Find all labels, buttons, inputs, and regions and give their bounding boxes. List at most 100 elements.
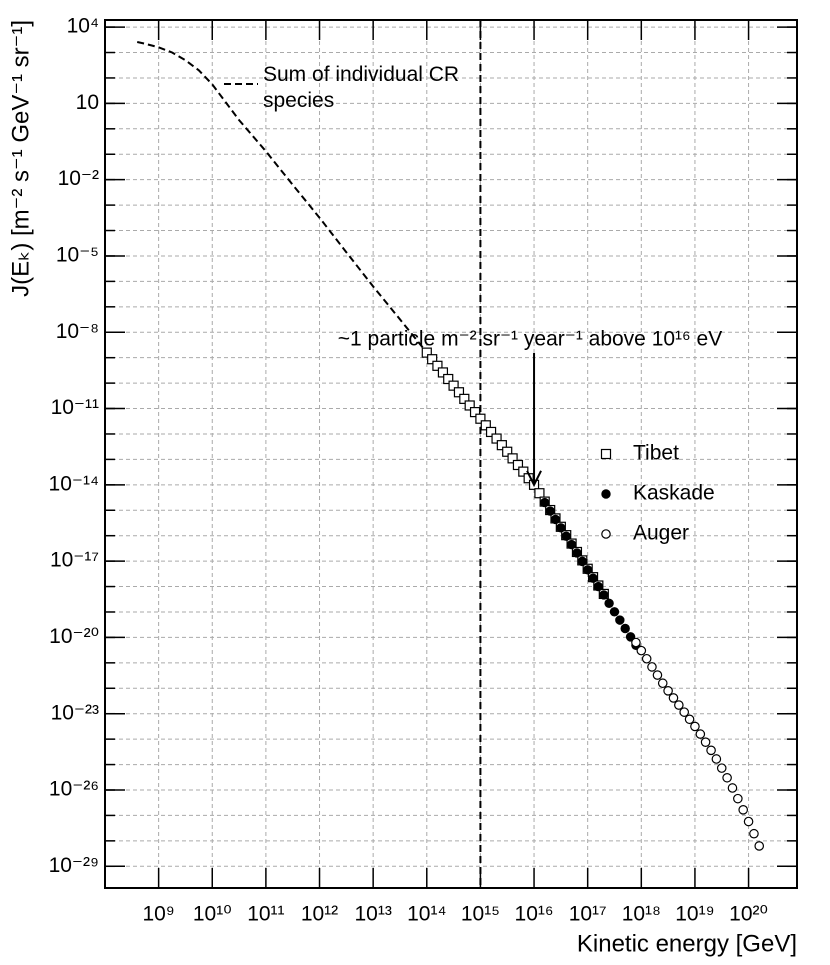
- point: [641, 653, 652, 664]
- point: [593, 581, 604, 592]
- point: [690, 721, 700, 732]
- point: [491, 433, 502, 444]
- point: [485, 426, 497, 438]
- legend-label-box: Sum of individual CR species: [263, 63, 460, 112]
- point: [550, 514, 561, 525]
- point: [512, 459, 524, 471]
- legend-marker: [601, 489, 611, 499]
- y-tick-label: 10⁻⁵: [56, 244, 99, 267]
- point: [679, 707, 690, 717]
- x-tick-label: 10¹⁰: [193, 903, 232, 926]
- y-tick-label: 10⁻¹⁴: [49, 472, 99, 495]
- grid-layer: [105, 20, 797, 888]
- point: [539, 497, 550, 508]
- point: [620, 623, 630, 634]
- x-tick-label: 10¹¹: [247, 903, 284, 926]
- point: [588, 573, 598, 583]
- y-tick-label: 10⁻²⁹: [49, 854, 99, 877]
- point: [684, 714, 695, 725]
- point: [459, 393, 470, 404]
- point: [599, 590, 609, 600]
- point: [727, 783, 738, 793]
- point: [706, 745, 716, 756]
- point: [496, 440, 507, 451]
- point: [604, 598, 614, 609]
- point: [464, 400, 475, 411]
- point: [502, 446, 513, 457]
- arrow-head: [526, 470, 542, 488]
- sum-curve: [136, 41, 428, 354]
- point: [469, 407, 481, 418]
- x-tick-label: 10¹⁹: [675, 903, 714, 926]
- point: [657, 678, 668, 689]
- point: [443, 373, 454, 385]
- point: [668, 693, 679, 703]
- point: [545, 506, 555, 516]
- point: [432, 360, 443, 371]
- point: [636, 645, 647, 656]
- x-tick-label: 10¹³: [354, 903, 391, 926]
- x-tick-label: 10¹⁵: [461, 903, 500, 926]
- x-tick-label: 10¹⁴: [407, 903, 446, 926]
- y-tick-label: 10⁴: [67, 15, 99, 38]
- point: [582, 565, 593, 575]
- point: [427, 354, 438, 365]
- plot-frame: [104, 19, 798, 889]
- point: [716, 763, 727, 773]
- x-tick-label: 10¹²: [301, 903, 338, 926]
- point: [609, 607, 620, 617]
- x-tick-label: 10¹⁷: [569, 903, 607, 926]
- point: [711, 754, 722, 764]
- point: [534, 488, 545, 499]
- y-tick-label: 10⁻⁸: [56, 320, 99, 343]
- y-tick-label: 10⁻²⁰: [49, 625, 99, 648]
- legend-label: Sum of individual CR species: [263, 63, 460, 112]
- point: [700, 737, 711, 747]
- point: [448, 380, 459, 391]
- point: [647, 662, 657, 672]
- y-tick-label: 10⁻¹¹: [51, 396, 99, 419]
- legend-label: Kaskade: [633, 482, 715, 505]
- point: [754, 841, 765, 851]
- point: [572, 548, 582, 558]
- point: [421, 347, 432, 358]
- point: [577, 556, 588, 567]
- point: [561, 531, 571, 541]
- point: [615, 615, 625, 625]
- x-tick-label: 10⁹: [142, 903, 174, 926]
- point: [663, 686, 673, 696]
- point: [631, 637, 641, 648]
- legend-marker: [601, 529, 611, 539]
- x-tick-label: 10¹⁸: [622, 903, 661, 926]
- legend-label: Auger: [633, 522, 689, 545]
- y-tick-label: 10⁻²³: [51, 701, 99, 724]
- point: [507, 453, 518, 464]
- y-tick-label: 10⁻²⁶: [49, 778, 99, 801]
- point: [733, 793, 743, 804]
- point: [674, 700, 684, 710]
- point: [453, 387, 465, 398]
- annotation: ~1 particle m⁻² sr⁻¹ year⁻¹ above 10¹⁶ e…: [338, 328, 722, 351]
- x-tick-label: 10²⁰: [729, 903, 768, 926]
- point: [480, 420, 491, 431]
- point: [556, 523, 566, 533]
- y-axis-title: J(Eₖ) [m⁻² s⁻¹ GeV⁻¹ sr⁻¹]: [7, 20, 34, 297]
- x-axis-title: Kinetic energy [GeV]: [577, 930, 797, 957]
- legend-marker: [600, 448, 612, 460]
- data-layer: [136, 20, 765, 888]
- y-tick-label: 10⁻²: [58, 167, 99, 190]
- y-tick-label: 10⁻¹⁷: [50, 549, 99, 572]
- point: [475, 413, 486, 424]
- y-tick-label: 10: [76, 91, 99, 114]
- point: [652, 670, 663, 680]
- point: [749, 828, 759, 839]
- point: [695, 729, 706, 739]
- point: [722, 772, 732, 783]
- point: [738, 805, 748, 815]
- point: [566, 539, 577, 550]
- point: [743, 816, 754, 827]
- point: [437, 367, 449, 378]
- legend-label: Tibet: [633, 442, 679, 465]
